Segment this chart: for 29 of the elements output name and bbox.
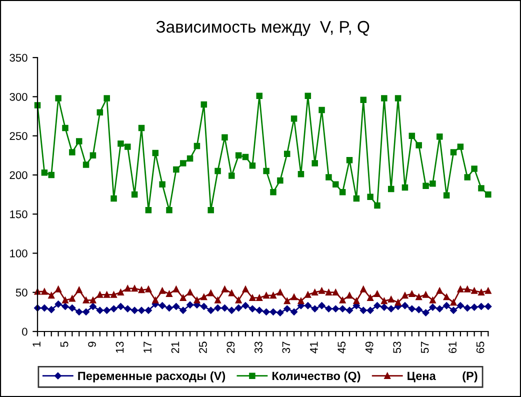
x-tick-label: 53 [393, 342, 402, 354]
x-tick-label: 29 [226, 342, 235, 354]
x-tick-label: 17 [144, 342, 152, 353]
x-tick-label: 1 [32, 342, 40, 347]
x-tick-label: 25 [199, 342, 207, 354]
x-tick-label: 21 [171, 342, 180, 354]
legend-label: Количество (Q) [272, 371, 360, 382]
y-tick-label: 150 [10, 210, 28, 218]
y-tick-label: 300 [10, 92, 28, 101]
x-tick-label: 41 [310, 342, 318, 354]
x-tick-label: 45 [338, 342, 346, 354]
y-tick-label: 250 [10, 132, 28, 140]
x-tick-label: 61 [448, 342, 456, 354]
legend-label: Переменные расходы (V) [78, 371, 226, 382]
legend-label: Цена (P) [408, 371, 478, 382]
x-tick-label: 57 [421, 342, 429, 354]
x-tick-label: 49 [365, 342, 374, 354]
x-tick-label: 9 [88, 342, 96, 347]
y-tick-label: 0 [22, 328, 28, 336]
y-tick-label: 350 [10, 54, 28, 62]
x-tick-label: 37 [282, 342, 290, 354]
x-tick-label: 65 [476, 342, 484, 354]
chart-title: Зависимость между V, P, Q [156, 20, 370, 36]
x-tick-label: 13 [116, 342, 124, 353]
y-tick-label: 100 [10, 249, 28, 258]
y-tick-label: 50 [16, 288, 28, 296]
x-tick-label: 33 [254, 342, 262, 354]
x-tick-label: 5 [60, 342, 68, 347]
y-tick-label: 200 [10, 171, 28, 180]
